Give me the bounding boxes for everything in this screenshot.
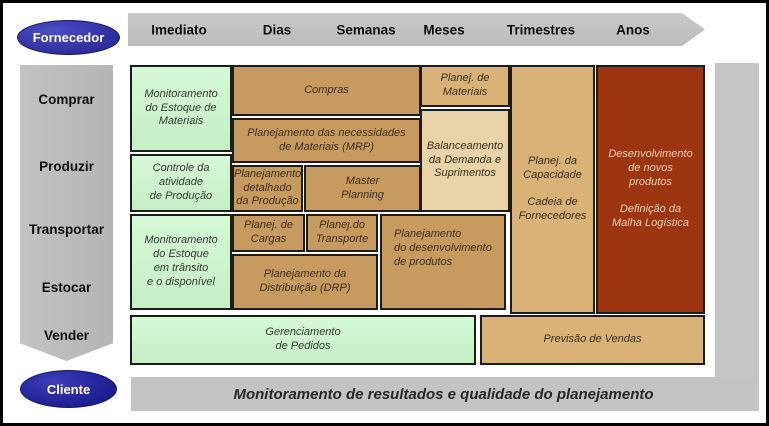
box-label: Planejamento detalhado da Produção	[234, 167, 302, 208]
box-planej-desenvolvimento-produtos: Planejamento do desenvolvimento de produ…	[380, 214, 506, 310]
timeline-label-imediato: Imediato	[151, 22, 207, 37]
box-label: Planejamento do desenvolvimento de produ…	[394, 228, 492, 268]
box-label: Monitoramento do Estoque em trânsito e o…	[144, 234, 218, 288]
box-planej-transporte: Planej.do Transporte	[306, 214, 378, 252]
box-gerenciamento-pedidos: Gerenciamento de Pedidos	[130, 315, 476, 365]
timeline-arrow-banner: Imediato Dias Semanas Meses Trimestres A…	[128, 13, 705, 46]
box-planej-capacidade: Planej. da Capacidade Cadeia de Forneced…	[510, 65, 595, 314]
box-mrp: Planejamento das necessidades de Materia…	[232, 118, 421, 163]
box-label: Previsão de Vendas	[543, 333, 642, 346]
right-gray-strip	[715, 63, 759, 411]
process-label-produzir: Produzir	[39, 159, 94, 174]
timeline-label-dias: Dias	[262, 22, 292, 37]
supplier-oval: Fornecedor	[17, 20, 120, 55]
box-label: Compras	[304, 83, 349, 96]
box-master-planning: Master Planning	[304, 165, 421, 212]
customer-oval: Cliente	[20, 370, 117, 408]
box-label: Gerenciamento de Pedidos	[265, 326, 341, 352]
box-planej-cargas: Planej. de Cargas	[232, 214, 305, 252]
box-controle-producao: Controle da atividade de Produção	[130, 154, 232, 212]
box-label: Master Planning	[341, 174, 384, 201]
process-label-comprar: Comprar	[38, 92, 95, 107]
timeline-label-semanas: Semanas	[336, 22, 396, 37]
customer-label: Cliente	[46, 381, 91, 397]
box-planej-materiais: Planej. de Materiais	[420, 65, 510, 107]
footer-text: Monitoramento de resultados e qualidade …	[233, 385, 654, 403]
box-balanceamento: Balanceamento da Demanda e Suprimentos	[420, 109, 510, 212]
timeline-label-anos: Anos	[616, 22, 650, 37]
box-label: Planej.do Transporte	[315, 219, 369, 245]
box-label: Controle da atividade de Produção	[149, 162, 213, 202]
process-label-estocar: Estocar	[41, 280, 92, 295]
supplier-label: Fornecedor	[32, 30, 105, 45]
box-label: Planej. de Materiais	[440, 72, 490, 98]
box-label: Monitoramento do Estoque de Materiais	[144, 87, 218, 128]
box-planej-distribuicao-drp: Planejamento da Distribuição (DRP)	[232, 254, 378, 310]
box-label: Planej. da Capacidade Cadeia de Forneced…	[518, 154, 587, 223]
timeline-label-trimestres: Trimestres	[506, 22, 576, 37]
footer-banner: Monitoramento de resultados e qualidade …	[131, 377, 756, 411]
process-label-vender: Vender	[43, 328, 90, 343]
box-monitoramento-estoque-materiais: Monitoramento do Estoque de Materiais	[130, 65, 232, 152]
box-label: Planejamento da Distribuição (DRP)	[259, 268, 351, 294]
process-label-transportar: Transportar	[28, 222, 105, 237]
box-label: Planej. de Cargas	[244, 219, 293, 245]
process-arrow: Comprar Produzir Transportar Estocar Ven…	[20, 65, 113, 361]
box-compras: Compras	[232, 65, 421, 116]
timeline-label-meses: Meses	[423, 22, 465, 37]
box-label: Balanceamento da Demanda e Suprimentos	[426, 139, 504, 180]
box-label: Planejamento das necessidades de Materia…	[247, 126, 406, 153]
box-planej-detalhado: Planejamento detalhado da Produção	[232, 165, 303, 212]
box-previsao-vendas: Previsão de Vendas	[480, 315, 705, 365]
box-label: Desenvolvimento de novos produtos Defini…	[608, 147, 693, 230]
box-monitoramento-estoque-transito: Monitoramento do Estoque em trânsito e o…	[130, 214, 232, 310]
box-desenvolvimento-novos-produtos: Desenvolvimento de novos produtos Defini…	[596, 65, 705, 314]
